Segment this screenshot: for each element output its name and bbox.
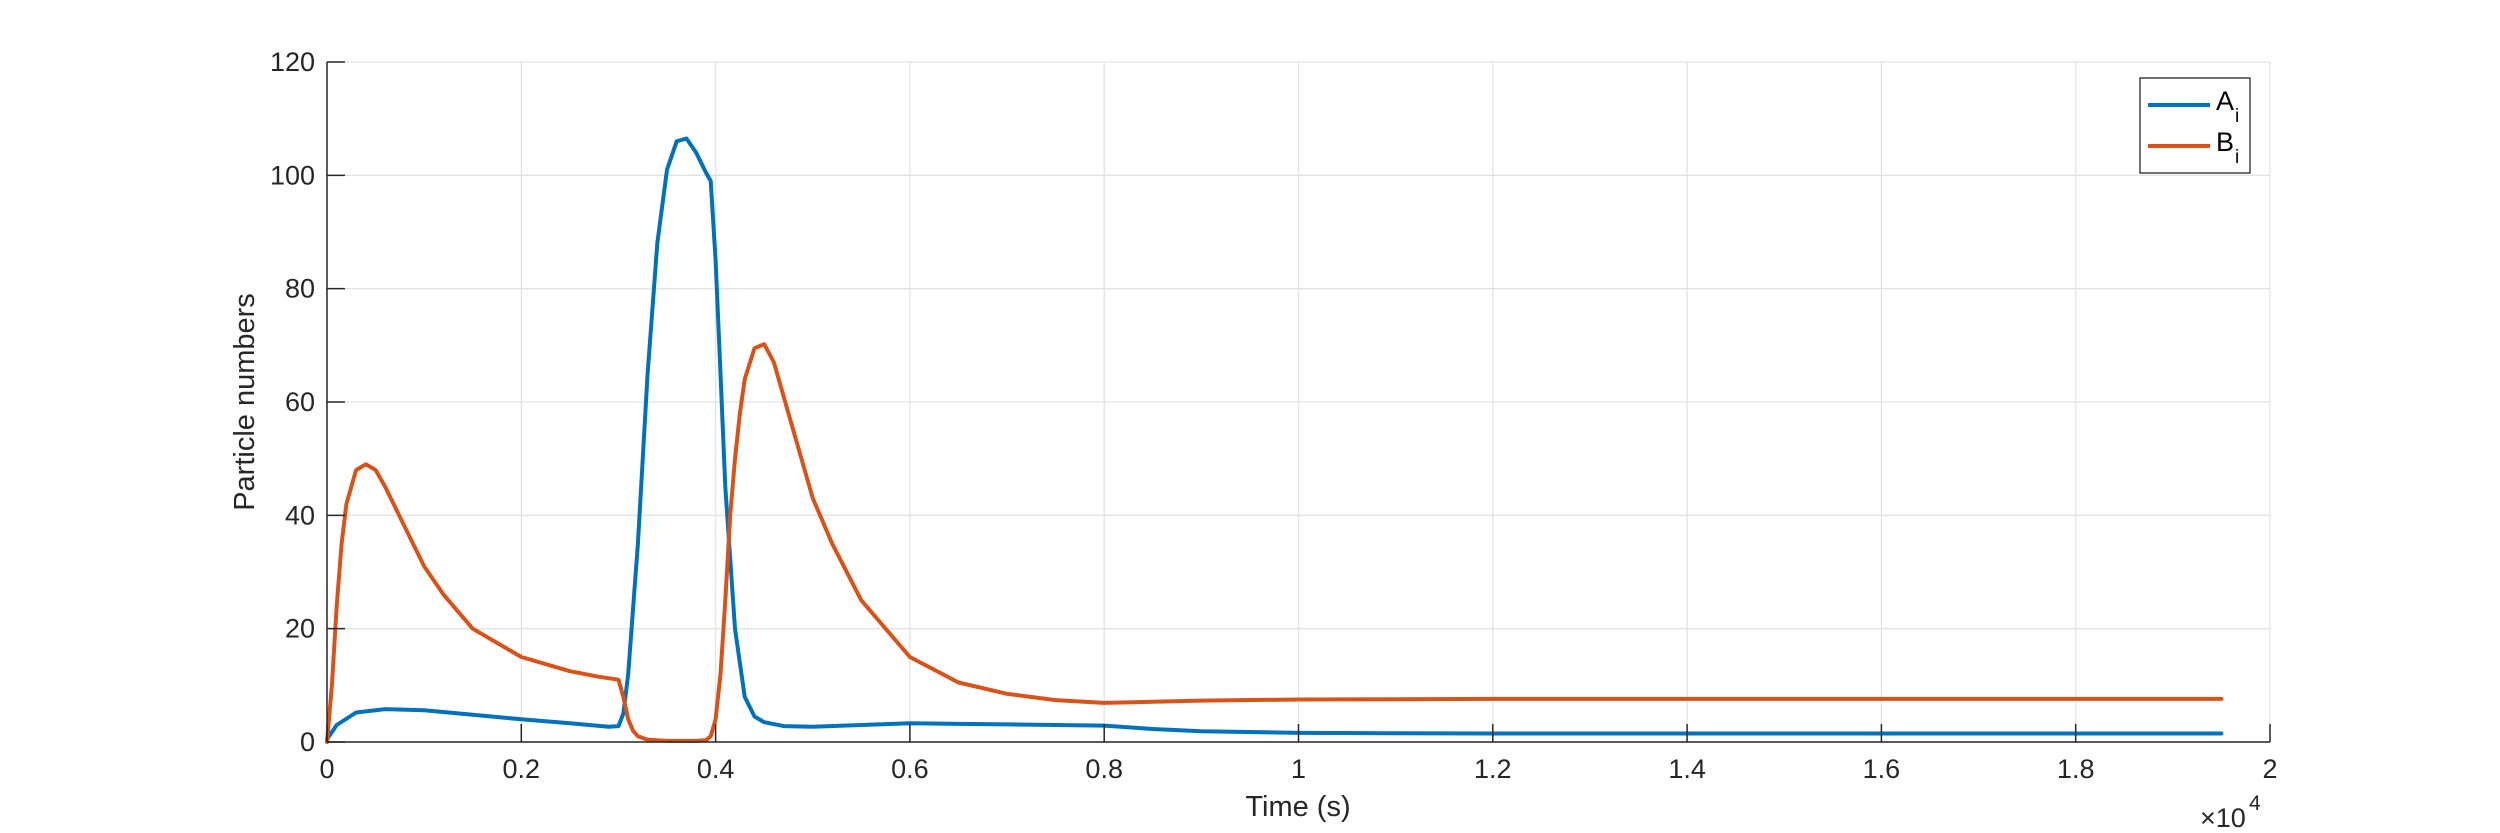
legend: A i B i xyxy=(2139,77,2251,174)
legend-label-b-subscript: i xyxy=(2235,147,2239,168)
y-axis-title: Particle numbers xyxy=(229,293,261,511)
x-tick-label: 0.4 xyxy=(697,754,735,784)
axes xyxy=(326,61,2271,743)
legend-label-a-subscript: i xyxy=(2235,106,2239,127)
x-tick-label: 0 xyxy=(319,754,334,784)
series-line-a xyxy=(325,136,2224,742)
x-tick-label: 2 xyxy=(2262,754,2277,784)
x-tick-label: 1.6 xyxy=(1863,754,1901,784)
x-tick-label: 1 xyxy=(1291,754,1306,784)
series-line-b xyxy=(325,342,2224,744)
y-tick-label: 40 xyxy=(285,500,315,530)
x-tick-label: 1.2 xyxy=(1474,754,1512,784)
x-tick-label: 0.6 xyxy=(891,754,929,784)
x-axis-title: Time (s) xyxy=(1245,791,1350,823)
y-tick-label: 100 xyxy=(270,160,315,190)
x-tick-label: 0.8 xyxy=(1085,754,1123,784)
y-tick-labels: 0 20 40 60 80 100 120 xyxy=(270,47,315,757)
y-tick-label: 80 xyxy=(285,274,315,304)
y-tick-label: 60 xyxy=(285,387,315,417)
x-tick-labels: 0 0.2 0.4 0.6 0.8 1 1.2 1.4 1.6 1.8 2 xyxy=(319,754,2277,784)
x-exponent-label: ×10 4 xyxy=(2200,792,2261,833)
svg-text:×10: ×10 xyxy=(2200,803,2246,833)
x-tick-label: 1.4 xyxy=(1668,754,1706,784)
legend-label-b: B xyxy=(2216,127,2234,157)
legend-item-a: A i xyxy=(2148,86,2239,127)
series-layer xyxy=(325,136,2224,744)
x-tick-label: 1.8 xyxy=(2057,754,2095,784)
grid xyxy=(326,61,2271,743)
legend-item-b: B i xyxy=(2148,127,2239,168)
svg-text:4: 4 xyxy=(2249,792,2261,815)
legend-label-a: A xyxy=(2216,86,2234,116)
y-tick-label: 20 xyxy=(285,614,315,644)
y-tick-label: 0 xyxy=(300,727,315,757)
x-tick-label: 0.2 xyxy=(503,754,541,784)
legend-box xyxy=(2139,77,2251,174)
y-tick-label: 120 xyxy=(270,47,315,77)
